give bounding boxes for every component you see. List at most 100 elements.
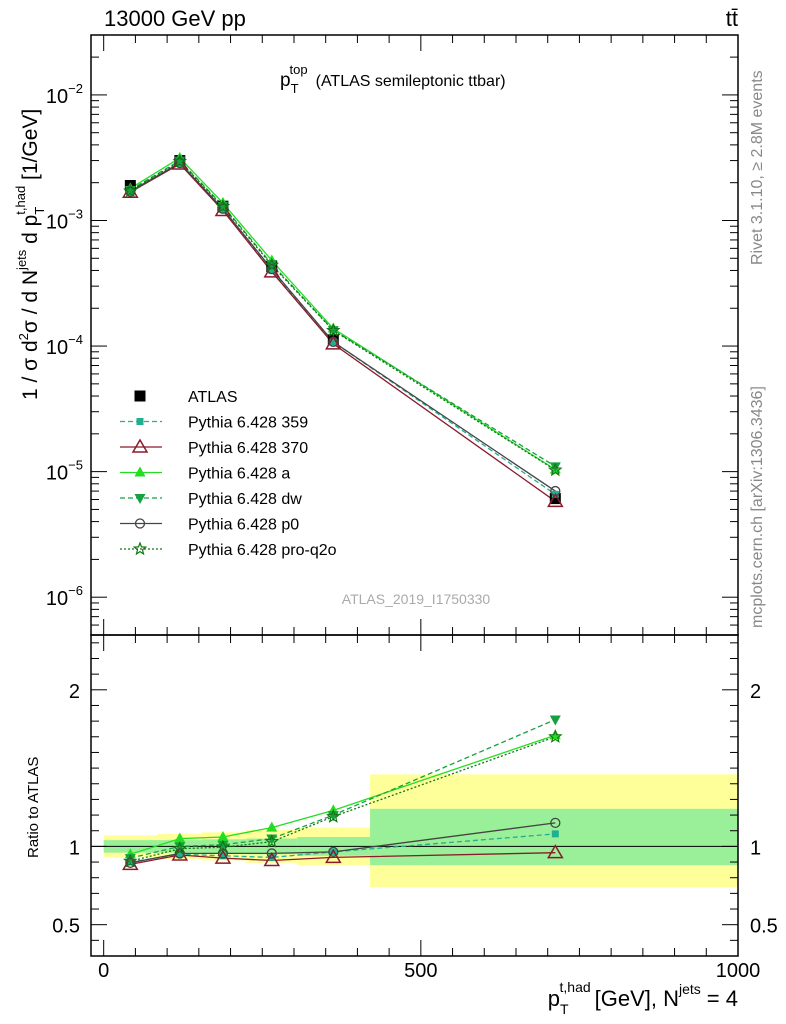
ratio-series-marker-4 [217, 848, 229, 859]
legend-label: Pythia 6.428 370 [188, 440, 308, 457]
main-series-marker-4 [125, 186, 136, 197]
legend-item: Pythia 6.428 370 [120, 438, 308, 457]
ratio-series-line-3 [130, 719, 556, 859]
legend-marker [134, 518, 146, 529]
ratio-ytick-label-left: 0.5 [52, 916, 80, 938]
header-process-label: tt̄ [726, 6, 738, 31]
ratio-series-marker-3 [327, 811, 339, 822]
legend-label-data: ATLAS [188, 389, 238, 406]
main-ytick-label: 10−4 [46, 332, 83, 359]
legend-item-data: ATLAS [134, 389, 238, 406]
legend-label: Pythia 6.428 p0 [188, 517, 299, 534]
main-series-marker-4 [174, 157, 185, 169]
legend-marker-data [134, 390, 146, 402]
ratio-series-marker-2 [217, 830, 229, 841]
main-series-marker-5 [548, 462, 563, 477]
main-title-sup: top [290, 62, 308, 77]
analysis-watermark: ATLAS_2019_I1750330 [342, 591, 491, 607]
main-series-marker-4 [217, 203, 229, 214]
ratio-series-marker-5 [172, 841, 188, 855]
xtick-label: 1000 [716, 960, 761, 982]
ratio-series-marker-5 [548, 729, 563, 743]
main-series-marker-3 [549, 462, 561, 473]
main-ytick-label: 10−5 [46, 458, 83, 485]
main-ytick-label: 10−3 [46, 206, 83, 233]
main-series-marker-5 [326, 322, 341, 337]
ratio-series-marker-1 [263, 851, 281, 867]
ratio-series-marker-3 [174, 842, 186, 853]
ratio-ytick-label-right: 0.5 [750, 916, 778, 938]
ratio-series-marker-0 [551, 830, 559, 838]
ratio-series-marker-0 [219, 852, 227, 860]
main-series-marker-5 [264, 257, 280, 272]
ratio-series-marker-5 [215, 839, 231, 854]
ratio-series-marker-3 [266, 834, 278, 845]
ratio-series-marker-5 [123, 853, 138, 868]
main-series-marker-5 [123, 183, 138, 198]
legend-item: Pythia 6.428 pro-q2o [120, 541, 337, 559]
main-series-marker-0 [329, 338, 337, 346]
main-ytick-label: 10−6 [46, 583, 83, 610]
ratio-series-marker-3 [549, 715, 561, 726]
ratio-series-marker-1 [547, 844, 564, 859]
main-series-marker-4 [266, 263, 277, 275]
main-title: pTtop (ATLAS semileptonic ttbar) [280, 62, 506, 96]
ratio-ytick-label-left: 1 [69, 837, 80, 859]
legend-marker [136, 418, 144, 425]
ratio-series-marker-5 [264, 834, 280, 848]
legend-item: Pythia 6.428 p0 [120, 517, 299, 534]
legend-item: Pythia 6.428 dw [120, 491, 302, 508]
ratio-ylabel: Ratio to ATLAS [25, 757, 42, 858]
main-series-marker-4 [550, 485, 561, 497]
legend-marker [132, 541, 148, 556]
ratio-ytick-label-right: 1 [750, 837, 761, 859]
main-title-p: p [280, 70, 291, 91]
legend-marker [134, 466, 146, 477]
main-series-marker-4 [328, 336, 339, 348]
header-energy-label: 13000 GeV pp [104, 6, 246, 31]
main-ylabel: 1 / σ d2σ / d Njets d pTt,had [1/GeV] [13, 109, 47, 400]
side-mcplots-label: mcplots.cern.ch [arXiv:1306.3436] [749, 386, 766, 628]
side-rivet-label: Rivet 3.1.10, ≥ 2.8M events [749, 70, 766, 265]
ratio-ytick-label-right: 2 [750, 681, 761, 703]
main-series-line-4 [129, 162, 556, 492]
main-series-line-5 [129, 160, 556, 471]
legend-label: Pythia 6.428 dw [188, 491, 302, 508]
legend-item: Pythia 6.428 a [120, 466, 290, 483]
ratio-series-marker-1 [122, 855, 139, 871]
ratio-series-marker-5 [326, 808, 341, 823]
ratio-series-marker-2 [174, 832, 186, 843]
ratio-series-marker-0 [329, 848, 337, 856]
main-series-marker-1 [547, 492, 564, 508]
main-panel: 10−6 10−5 10−4 10−3 10−2 pTtop (ATLAS semilep… [13, 34, 739, 636]
ratio-series-marker-4 [328, 846, 339, 858]
ratio-xlabel: pTt,had [GeV], Njets = 4 [548, 979, 738, 1017]
main-series-marker-5 [172, 153, 188, 168]
data-point [549, 493, 561, 505]
main-series-line-2 [129, 157, 556, 471]
main-series-marker-1 [325, 335, 342, 350]
ratio-ytick-label-left: 2 [69, 681, 80, 703]
ratio-series-marker-2 [266, 821, 278, 832]
ratio-series-marker-1 [325, 848, 342, 864]
legend-marker [131, 438, 149, 453]
ratio-series-line-2 [130, 734, 556, 855]
ratio-series-line-5 [130, 736, 556, 862]
legend-label: Pythia 6.428 pro-q2o [188, 542, 337, 559]
main-series-marker-0 [268, 266, 276, 274]
ratio-series-marker-4 [266, 848, 277, 859]
ratio-series-line-1 [130, 852, 556, 866]
xtick-label: 500 [404, 960, 437, 982]
ratio-series-marker-4 [125, 857, 136, 868]
main-series-marker-5 [215, 198, 231, 213]
legend: ATLAS Pythia 6.428 359 Pythia 6.428 370 Pyt… [120, 389, 337, 559]
main-series-marker-1 [263, 263, 281, 278]
legend-marker [134, 494, 146, 504]
legend-label: Pythia 6.428 a [188, 466, 290, 483]
main-title-sub: T [291, 81, 299, 96]
main-ytick-label: 10−2 [46, 81, 83, 108]
legend-item: Pythia 6.428 359 [120, 415, 308, 432]
ratio-series-marker-4 [174, 848, 185, 859]
ratio-panel: 0.5 0.5 1 1 2 2 Ratio to ATLAS 0 500 1000 pTt,h… [25, 634, 778, 1017]
